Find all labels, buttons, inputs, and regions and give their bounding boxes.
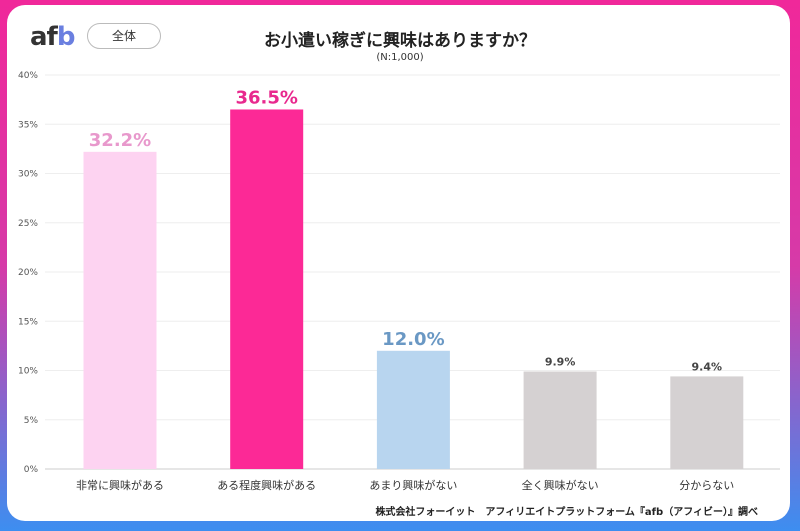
data-label: 36.5% [235,87,297,108]
x-tick-label: 全く興味がない [522,478,599,492]
data-label: 32.2% [89,130,151,151]
bar [83,151,157,469]
x-tick-label: 非常に興味がある [76,478,164,492]
x-tick-label: ある程度興味がある [217,478,316,492]
x-tick-label: 分からない [679,479,734,492]
y-tick-label: 5% [24,416,39,426]
y-tick-label: 0% [24,465,39,475]
afb-logo: afb [30,22,75,52]
y-tick-label: 15% [18,317,38,327]
chart-title: お小遣い稼ぎに興味はありますか？ [264,31,536,51]
data-label: 9.4% [692,360,723,373]
y-tick-label: 40% [18,71,38,81]
bar [230,109,304,469]
y-tick-label: 30% [18,170,38,180]
bar [523,371,597,469]
y-tick-label: 10% [18,367,38,377]
y-tick-label: 20% [18,268,38,278]
x-tick-label: あまり興味がない [369,478,457,492]
bar [670,376,744,469]
source-note: 株式会社フォーイット アフィリエイトプラットフォーム『afb（アフィビー）』調べ [375,507,758,518]
data-label: 9.9% [545,355,576,368]
chart-subtitle: (N:1,000) [376,52,424,63]
filter-pill[interactable]: 全体 [87,23,161,49]
bar [376,350,450,469]
data-label: 12.0% [382,329,444,350]
y-tick-label: 35% [18,120,38,130]
y-tick-label: 25% [18,219,38,229]
